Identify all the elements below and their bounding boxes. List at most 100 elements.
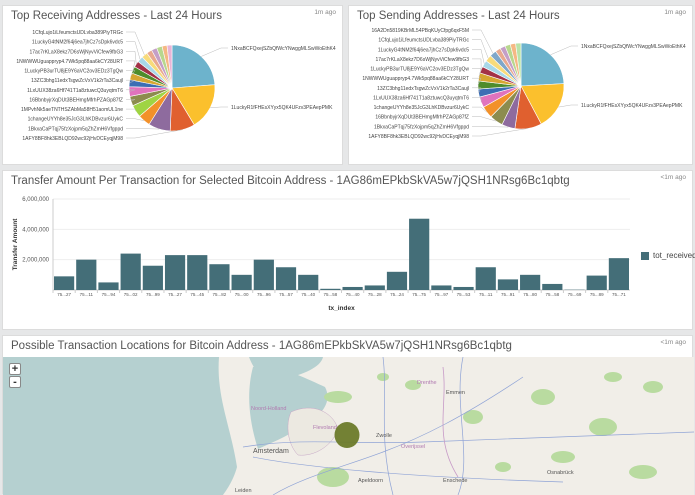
bar[interactable]	[365, 285, 385, 290]
bar[interactable]	[520, 275, 540, 290]
bar[interactable]	[609, 258, 629, 290]
x-tick-label: 75...00	[235, 292, 249, 297]
bar[interactable]	[165, 255, 185, 290]
bar[interactable]	[209, 264, 229, 290]
pie-slice[interactable]	[172, 45, 215, 88]
y-tick-label: 6,000,000	[22, 197, 49, 203]
pie-label: 1LuckyG4tNM2f64j6ea7jhCz7sDpk6vdc5	[378, 47, 469, 53]
receiving-panel: Top Receiving Addresses - Last 24 Hours …	[2, 5, 343, 165]
map-label: Emmen	[446, 390, 465, 396]
bar[interactable]	[254, 260, 274, 290]
pie-label: 13ZC3bhg11edxTsgwZcVxV1k2rTa3Caujl	[377, 86, 469, 92]
pie-label: 1BkxaCaPTqj75fzXojpm5qZhZmH6Vfgppd	[28, 126, 123, 132]
leader-line	[472, 49, 484, 63]
x-tick-label: 75...11	[479, 292, 493, 297]
bar[interactable]	[476, 267, 496, 290]
x-tick-label: 75...97	[434, 292, 448, 297]
legend-item-tot-received[interactable]: tot_received	[641, 251, 695, 260]
map-label: Overijssel	[401, 444, 425, 450]
leader-line	[551, 46, 578, 55]
bar[interactable]	[276, 267, 296, 290]
pie-label: 1NxaBCFQxejSZbQfWcYNwggMLSwWoEthK4	[231, 46, 336, 52]
x-tick-label: 75...96	[257, 292, 271, 297]
sending-panel: Top Sending Addresses - Last 24 Hours 1m…	[348, 5, 693, 165]
x-tick-label: 75...27	[168, 292, 182, 297]
x-tick-label: 75...24	[390, 292, 404, 297]
x-tick-label: 75...99	[146, 292, 160, 297]
y-tick-label: 4,000,000	[22, 227, 49, 233]
x-tick-label: 75...82	[213, 292, 227, 297]
leader-line	[472, 59, 481, 70]
bar[interactable]	[387, 272, 407, 290]
zoom-out-button[interactable]: -	[9, 376, 21, 388]
bar[interactable]	[431, 285, 451, 290]
map-label: Amsterdam	[253, 448, 289, 455]
legend-label: tot_received	[653, 251, 695, 260]
pie-label: 1CfqLujo1iLfeumctsUDLvba389PiyTRGc	[32, 30, 123, 36]
x-tick-label: 75...28	[368, 292, 382, 297]
updated-time: <1m ago	[661, 339, 686, 346]
pie-label: 1changeUYYh8e35JcG3LhKDBvzur6UykC	[374, 105, 470, 111]
pie-label: 1NxaBCFQxejSZbQfWcYNwggMLSwWoEthK4	[581, 44, 686, 50]
pie-slice[interactable]	[521, 43, 564, 86]
leader-line	[126, 130, 183, 138]
bar[interactable]	[98, 282, 118, 290]
receiving-pie-chart: 1CfqLujo1iLfeumctsUDLvba389PiyTRGc 1Lucky…	[3, 6, 344, 166]
pie-label: 1LuckyR1fFHEsXYyx5QK4UFzv3PEAepPMK	[231, 105, 333, 111]
bar[interactable]	[343, 287, 363, 290]
x-tick-label: 75...45	[190, 292, 204, 297]
bar[interactable]	[409, 219, 429, 290]
bar[interactable]	[542, 284, 562, 290]
x-tick-label: 75...57	[279, 292, 293, 297]
bar[interactable]	[76, 260, 96, 290]
pie-label: 1LuckyPB3urTU8jE9Y6aVC2ov3EDz3TgQw	[370, 67, 469, 73]
bar[interactable]	[320, 289, 340, 290]
x-tick-label: 75...02	[124, 292, 138, 297]
map-label: Zwolle	[376, 433, 392, 439]
map-canvas[interactable]: Noord-Holland Flevoland Amsterdam Zwolle…	[3, 357, 694, 495]
pie-label: 1LuckyR1fFHEsXYyx5QK4UFzv3PEAepPMK	[581, 103, 683, 109]
pie-label: 1LxUUX38za6Hf741T1a8ztuwcQ3uyqtmT6	[27, 88, 123, 94]
bar[interactable]	[54, 276, 74, 290]
leader-line	[126, 119, 144, 121]
leader-line	[472, 40, 488, 59]
bar[interactable]	[121, 254, 141, 290]
bar[interactable]	[187, 255, 207, 290]
sea	[3, 357, 237, 495]
pie-label: 17ac7rKLaX8ekz7D6sWjNyvViCfew9fbG3	[29, 49, 123, 55]
zoom-in-button[interactable]: +	[9, 363, 21, 375]
map-label: Flevoland	[313, 425, 337, 431]
leader-line	[126, 42, 140, 60]
x-tick-label: 75...94	[102, 292, 116, 297]
x-tick-label: 75...58	[545, 292, 559, 297]
pie-label: 1AFY8BF8hk3EBLQD92wc92jHvDCEyqjM98	[368, 134, 469, 140]
leader-line	[201, 48, 228, 56]
leader-line	[472, 126, 508, 127]
pie-label: 16A2Dn5819KBrML54PBqKUyCfpg6qxF5M	[371, 28, 469, 34]
bar[interactable]	[143, 266, 163, 290]
bar[interactable]	[453, 287, 473, 290]
map-panel: Possible Transaction Locations for Bitco…	[2, 335, 693, 494]
leader-line	[472, 128, 528, 136]
bar[interactable]	[498, 279, 518, 290]
pie-label: 1changeUYYh8e35JcG3LhKDBvzur6UykC	[28, 117, 124, 123]
map-label: Noord-Holland	[251, 406, 286, 412]
x-tick-label: 75...75	[412, 292, 426, 297]
pie-label: 17ac7rKLaX8ekz7D6sWjNyvViCfew9fbG3	[375, 57, 469, 63]
bar[interactable]	[298, 275, 318, 290]
leader-line	[472, 30, 493, 53]
x-tick-label: 75...91	[501, 292, 515, 297]
x-tick-label: 75...40	[346, 292, 360, 297]
bar[interactable]	[587, 276, 607, 290]
pie-label: 1LuckyG4tNM2f64j6ea7jhCz7sDpk6vdc5	[32, 40, 123, 46]
panel-title: Possible Transaction Locations for Bitco…	[11, 340, 512, 352]
map-label: Leiden	[235, 488, 252, 494]
sending-pie-chart: 16A2Dn5819KBrML54PBqKUyCfpg6qxF5M 1CfqLuj…	[349, 6, 694, 166]
leader-line	[126, 109, 136, 111]
x-tick-label: 75...71	[612, 292, 626, 297]
map-label: Enschede	[443, 478, 467, 484]
bar[interactable]	[232, 275, 252, 290]
transaction-location-marker[interactable]	[335, 422, 360, 448]
pie-label: 1CfqLujo1iLfeumctsUDLvba389PiyTRGc	[378, 38, 469, 44]
